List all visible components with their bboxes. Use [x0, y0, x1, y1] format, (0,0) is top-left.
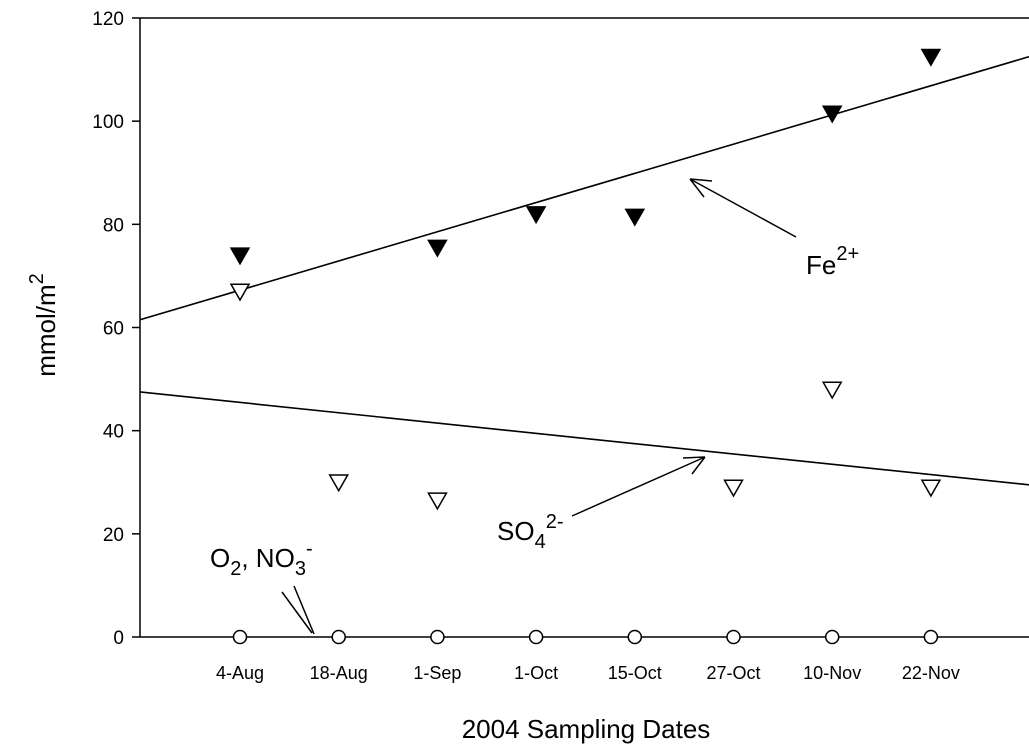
trendline — [139, 55, 1029, 321]
y-tick-label: 0 — [113, 628, 124, 649]
data-point-open-triangle — [723, 479, 744, 498]
data-point-open-triangle — [920, 479, 942, 498]
annotation-no3-sup: - — [306, 538, 313, 560]
data-point-open-triangle — [328, 474, 349, 493]
data-point-filled-triangle — [821, 105, 843, 124]
data-point-open-triangle — [229, 283, 251, 302]
x-tick-label: 15-Oct — [608, 663, 662, 683]
svg-text:O2, NO3-: O2, NO3- — [210, 538, 313, 580]
x-tick-label: 1-Sep — [413, 663, 461, 683]
data-point-circle — [331, 629, 346, 645]
x-tick-label: 27-Oct — [706, 663, 760, 683]
data-point-open-triangle — [821, 381, 843, 400]
annotation-fe-sup: 2+ — [836, 243, 859, 265]
annotation-so4-base: SO — [497, 516, 535, 546]
axes: 0 20 40 60 80 100 120 4-Aug 18-Aug 1-Sep 1-Oct 15-O… — [92, 9, 1029, 683]
x-tick-label: 1-Oct — [514, 663, 558, 683]
data-point-circle — [726, 629, 741, 645]
trendlines — [139, 55, 1029, 486]
annotation-no3-base: , NO — [241, 543, 294, 573]
y-tick-label: 80 — [103, 215, 124, 236]
y-tick-label: 40 — [103, 422, 124, 443]
data-point-open-triangle — [427, 492, 448, 511]
data-point-circle — [232, 629, 248, 645]
y-tick-label: 20 — [103, 525, 124, 546]
data-point-circle — [430, 629, 445, 645]
data-point-filled-triangle — [624, 208, 646, 227]
annotation-so4-sup: 2- — [546, 511, 564, 533]
data-point-circle — [824, 629, 840, 645]
data-point-circle — [923, 629, 939, 645]
annotation-o2-no3: O2, NO3- — [210, 538, 313, 580]
y-axis-label: mmol/m — [31, 284, 61, 376]
data-marks — [229, 48, 942, 645]
annotation-arrows — [281, 178, 797, 635]
annotation-o2-sub: 2 — [230, 558, 241, 580]
annotation-so4-sub: 4 — [535, 531, 546, 553]
trendline — [139, 391, 1029, 486]
so4-arrow — [571, 456, 706, 517]
svg-text:SO42-: SO42- — [497, 511, 564, 553]
y-tick-label: 60 — [103, 319, 124, 340]
data-point-circle — [627, 629, 643, 645]
x-axis-label: 2004 Sampling Dates — [462, 714, 711, 744]
data-point-filled-triangle — [525, 206, 547, 225]
x-tick-label: 18-Aug — [310, 663, 368, 683]
annotation-o2-base: O — [210, 543, 230, 573]
o2-arrow-left — [281, 591, 313, 634]
data-point-filled-triangle — [427, 239, 448, 258]
x-tick-label: 4-Aug — [216, 663, 264, 683]
data-point-filled-triangle — [229, 247, 251, 266]
data-point-filled-triangle — [920, 48, 942, 67]
x-tick-label: 22-Nov — [902, 663, 960, 683]
y-axis-title: mmol/m2 — [26, 273, 61, 377]
annotation-no3-sub: 3 — [295, 558, 306, 580]
svg-text:mmol/m2: mmol/m2 — [26, 273, 61, 377]
y-tick-label: 120 — [92, 9, 124, 30]
svg-text:Fe2+: Fe2+ — [806, 243, 859, 280]
x-tick-label: 10-Nov — [803, 663, 861, 683]
y-axis-label-sup: 2 — [26, 273, 48, 284]
data-point-circle — [528, 629, 544, 645]
y-tick-label: 100 — [92, 112, 124, 133]
annotation-so4: SO42- — [497, 511, 564, 553]
o2-arrow-right — [293, 585, 315, 635]
x-axis-title: 2004 Sampling Dates — [462, 714, 711, 744]
annotation-fe-base: Fe — [806, 250, 836, 280]
annotation-fe: Fe2+ — [806, 243, 859, 280]
fe-arrow — [689, 178, 797, 238]
